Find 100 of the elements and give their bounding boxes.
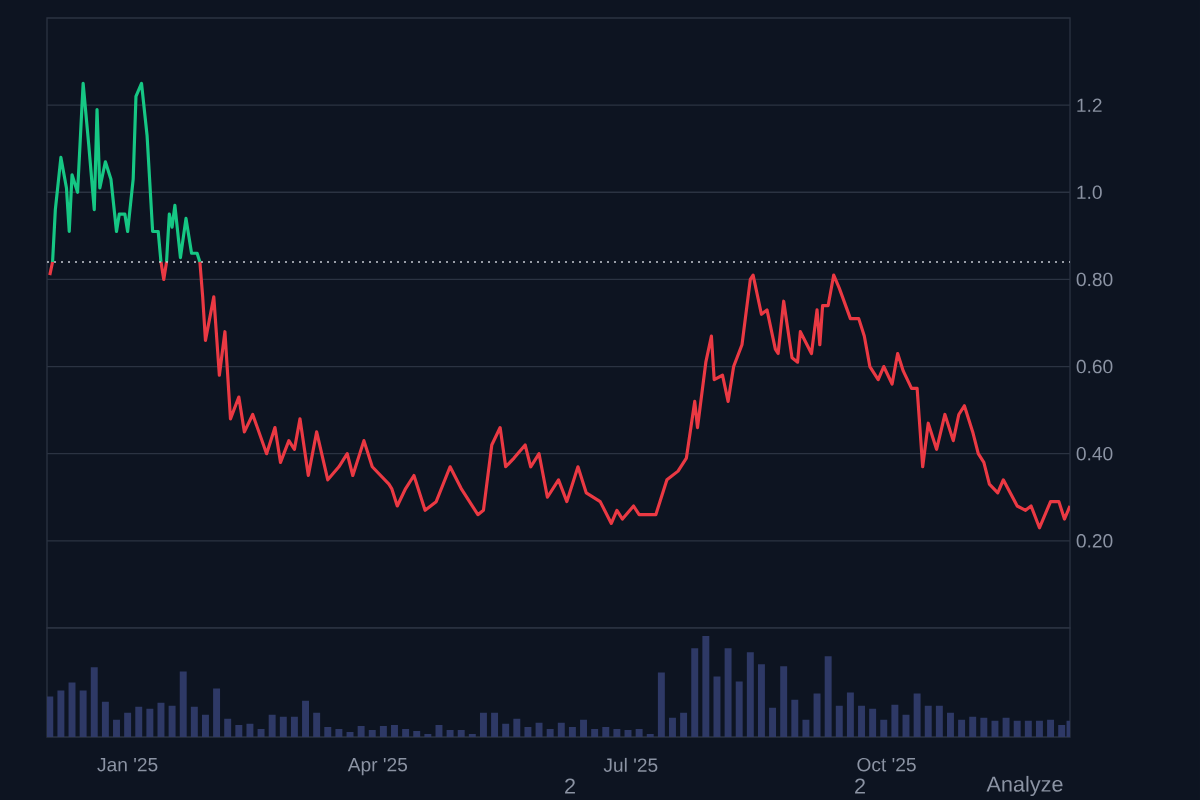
bar xyxy=(213,688,221,738)
bar xyxy=(602,727,610,738)
bar xyxy=(368,730,376,738)
bar xyxy=(802,720,810,738)
bar xyxy=(491,712,499,738)
bar xyxy=(735,681,743,738)
x-tick-label: Oct '25 xyxy=(857,758,916,772)
bar xyxy=(479,712,487,738)
bar xyxy=(524,727,532,738)
bar xyxy=(357,726,365,738)
bar xyxy=(224,718,232,738)
bar xyxy=(724,648,732,738)
bar xyxy=(435,725,443,738)
bar xyxy=(991,721,999,738)
bar xyxy=(190,706,198,738)
bar xyxy=(546,729,554,738)
bar xyxy=(980,717,988,738)
bar xyxy=(201,714,209,738)
bar xyxy=(535,723,543,738)
bar xyxy=(835,705,843,738)
bar xyxy=(780,666,788,738)
bar xyxy=(1024,721,1032,738)
y-tick-label: 0.20 xyxy=(1076,534,1113,548)
bar xyxy=(1047,720,1055,738)
x-tick-label: Jul '25 xyxy=(603,758,658,773)
bar xyxy=(1002,717,1010,738)
bar xyxy=(958,720,966,738)
bar xyxy=(302,700,310,738)
bar xyxy=(935,705,943,738)
bar xyxy=(913,693,921,738)
bar xyxy=(680,712,688,738)
bar xyxy=(557,723,565,738)
bar xyxy=(257,729,265,738)
bar xyxy=(947,712,954,738)
bar xyxy=(391,725,398,738)
bar xyxy=(669,717,676,738)
bar xyxy=(413,731,421,738)
bar xyxy=(402,729,410,738)
bar xyxy=(568,727,576,738)
bar xyxy=(235,725,243,738)
bar xyxy=(1013,721,1021,738)
bar xyxy=(713,676,721,738)
text: 2 xyxy=(565,778,575,794)
bar xyxy=(135,706,143,738)
bar xyxy=(646,734,654,738)
bar xyxy=(813,693,821,738)
y-tick-label: 1.0 xyxy=(1077,185,1102,200)
bar xyxy=(57,690,65,738)
bar xyxy=(969,716,977,738)
bar xyxy=(613,729,621,738)
bar xyxy=(379,726,387,738)
bar xyxy=(880,720,888,738)
bar xyxy=(335,729,343,738)
bar xyxy=(791,699,799,738)
bar xyxy=(268,714,276,738)
bar xyxy=(502,724,510,738)
bar xyxy=(657,672,665,738)
bar xyxy=(591,729,599,738)
bar xyxy=(446,730,454,738)
bar xyxy=(113,720,120,738)
y-tick-label: 1.2 xyxy=(1077,98,1102,112)
bar xyxy=(891,704,899,738)
bar xyxy=(757,664,765,738)
bar xyxy=(146,708,154,738)
y-tick-label: 0.60 xyxy=(1076,359,1113,374)
bar xyxy=(858,705,865,738)
bar xyxy=(869,708,877,738)
bar xyxy=(580,720,587,738)
bar xyxy=(324,727,332,738)
bar xyxy=(179,671,187,738)
bar xyxy=(90,667,98,738)
bar xyxy=(746,652,754,738)
bar xyxy=(457,730,465,738)
bar xyxy=(924,705,932,738)
bar xyxy=(1058,725,1066,738)
bar xyxy=(290,716,298,738)
bar xyxy=(702,636,710,738)
y-tick-label: 0.40 xyxy=(1076,447,1113,461)
bar xyxy=(846,692,854,738)
bar xyxy=(635,729,643,738)
bar xyxy=(279,716,287,738)
bar xyxy=(691,648,699,738)
bar xyxy=(513,718,521,738)
text: 2 xyxy=(855,778,865,794)
bar xyxy=(769,707,777,738)
bar xyxy=(824,656,832,738)
bar xyxy=(101,701,109,738)
bar xyxy=(313,712,321,738)
bar xyxy=(47,696,54,738)
bar xyxy=(1035,721,1043,738)
y-tick-label: 0.80 xyxy=(1076,272,1113,287)
x-tick-label: Apr '25 xyxy=(347,758,408,776)
bar xyxy=(79,690,87,738)
bar xyxy=(124,712,132,738)
bar xyxy=(468,734,476,738)
bar xyxy=(424,734,432,738)
bar xyxy=(168,705,176,738)
x-tick-label: Jan '25 xyxy=(97,758,158,772)
bar xyxy=(246,724,254,738)
text: Analyze xyxy=(986,776,1063,797)
